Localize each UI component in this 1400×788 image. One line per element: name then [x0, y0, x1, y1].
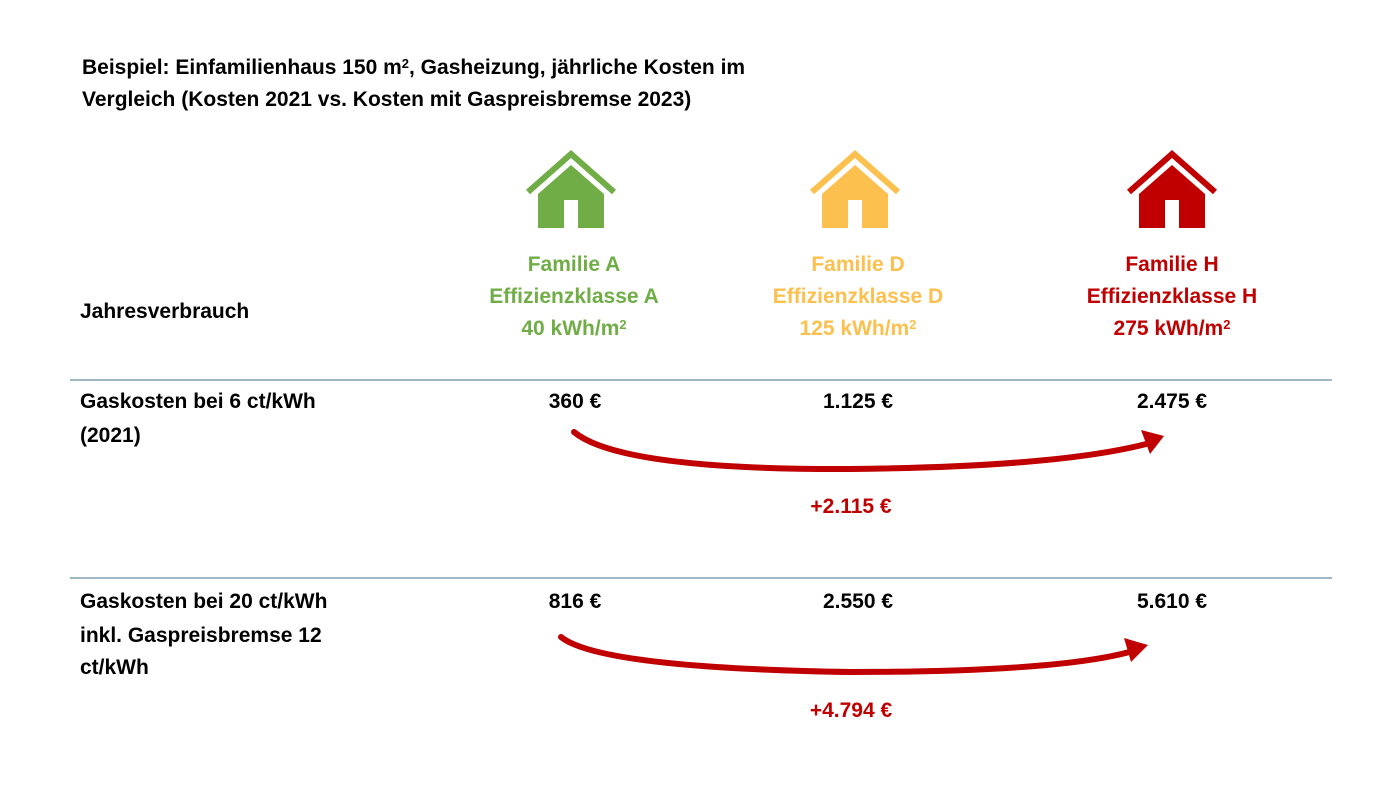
arrowhead-row-1-icon: [1141, 430, 1164, 454]
arrow-row-2: [558, 634, 1136, 676]
row-2-value-d: 2.550 €: [822, 590, 894, 613]
title-line-2: Vergleich (Kosten 2021 vs. Kosten mit Ga…: [82, 88, 692, 111]
title-line-1: Beispiel: Einfamilienhaus 150 m2, Gashei…: [82, 56, 746, 79]
house-icon-green: [526, 150, 616, 228]
row-1-value-h: 2.475 €: [1136, 390, 1208, 413]
row-1-difference: +2.115 €: [810, 495, 892, 518]
consumption-row-label: Jahresverbrauch: [80, 300, 250, 323]
row-1-label-line: (2021): [80, 424, 141, 447]
arrow-row-1: [571, 429, 1153, 473]
row-2-label-line: Gaskosten bei 20 ct/kWh: [80, 590, 328, 613]
house-icon-red: [1127, 150, 1217, 228]
house-icon-yellow: [810, 150, 900, 228]
row-2-value-h: 5.610 €: [1136, 590, 1208, 613]
row-2-difference: +4.794 €: [809, 699, 893, 722]
row-2-value-a: 816 €: [548, 590, 602, 613]
family-a-label: Familie A Effizienzklasse A 40 kWh/m2: [489, 253, 659, 340]
row-2-label-line: ct/kWh: [80, 656, 149, 679]
family-d-label: Familie D Effizienzklasse D 125 kWh/m2: [772, 253, 944, 340]
divider: [70, 379, 1332, 381]
row-2-label-line: inkl. Gaspreisbremse 12: [80, 624, 322, 647]
row-1-value-d: 1.125 €: [822, 390, 894, 413]
arrowhead-row-2-icon: [1124, 638, 1148, 662]
divider: [70, 577, 1332, 579]
row-1-value-a: 360 €: [548, 390, 602, 413]
family-h-label: Familie H Effizienzklasse H 275 kWh/m2: [1086, 253, 1258, 340]
row-1-label-line: Gaskosten bei 6 ct/kWh: [80, 390, 316, 413]
